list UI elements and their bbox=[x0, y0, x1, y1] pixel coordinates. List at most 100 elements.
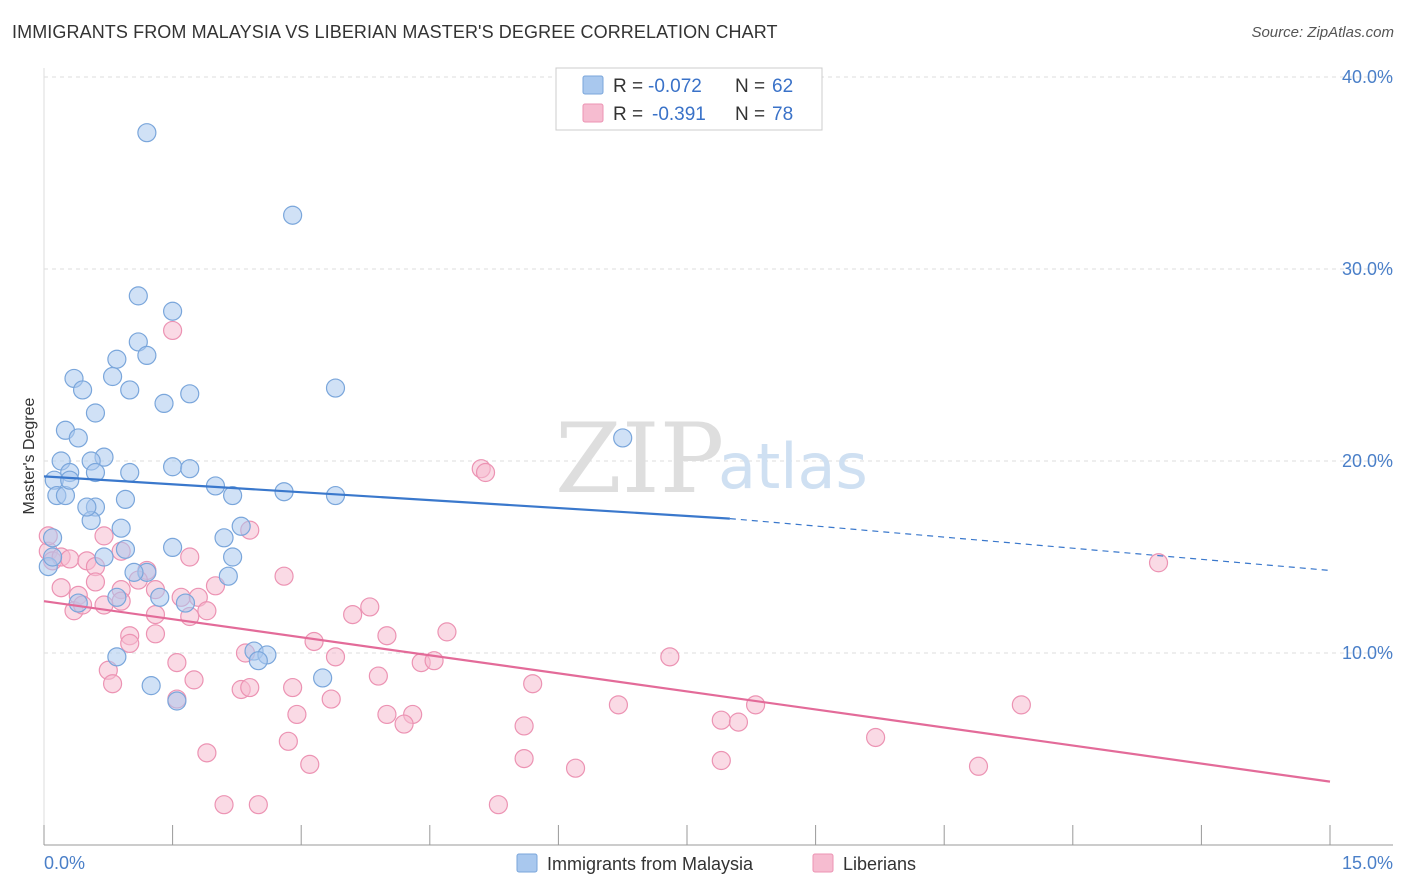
scatter-point bbox=[154, 393, 174, 413]
legend-r-label-liberians: R = bbox=[613, 104, 643, 125]
scatter-point bbox=[437, 622, 457, 642]
scatter-point bbox=[120, 462, 140, 483]
scatter-point bbox=[304, 631, 324, 652]
scatter-point bbox=[102, 366, 123, 387]
y-tick-label: 30.0% bbox=[1342, 259, 1393, 279]
y-tick-label: 10.0% bbox=[1342, 643, 1393, 663]
scatter-point bbox=[175, 593, 196, 613]
scatter-point bbox=[248, 795, 268, 815]
scatter-point bbox=[205, 576, 226, 596]
scatter-point bbox=[68, 428, 88, 448]
scatter-point bbox=[866, 727, 886, 748]
scatter-point bbox=[565, 758, 586, 778]
y-tick-labels: 10.0% 20.0% 30.0% 40.0% bbox=[1342, 67, 1393, 663]
scatter-point bbox=[42, 528, 63, 548]
scatter-point bbox=[313, 668, 333, 688]
x-tick-labels: 0.0% 15.0% bbox=[44, 853, 1393, 873]
bottom-legend: Immigrants from Malaysia Liberians bbox=[516, 853, 916, 874]
scatter-point bbox=[214, 528, 234, 548]
scatter-point bbox=[240, 677, 260, 698]
scatter-point bbox=[278, 731, 298, 751]
scatter-point bbox=[394, 714, 414, 734]
scatter-point bbox=[321, 689, 341, 709]
series-liberians-points bbox=[38, 320, 1169, 815]
scatter-point bbox=[124, 562, 144, 582]
scatter-point bbox=[368, 666, 388, 686]
legend-swatch-malaysia bbox=[582, 75, 604, 95]
trendline-liberians bbox=[43, 600, 1331, 783]
scatter-point bbox=[197, 601, 217, 621]
scatter-point bbox=[475, 462, 496, 483]
scatter-point bbox=[150, 587, 170, 607]
scatter-point bbox=[51, 578, 71, 598]
scatter-point bbox=[163, 457, 183, 477]
scatter-point bbox=[1148, 553, 1169, 573]
series-malaysia-points bbox=[38, 123, 633, 711]
scatter-point bbox=[184, 670, 204, 690]
watermark-atlas: atlas bbox=[718, 430, 868, 503]
scatter-point bbox=[343, 604, 363, 625]
legend-box: R = -0.072 N = 62 R = -0.391 N = 78 bbox=[555, 67, 823, 131]
scatter-point bbox=[72, 380, 93, 400]
y-axis-label: Master's Degree bbox=[21, 397, 38, 514]
scatter-point bbox=[488, 795, 508, 815]
x-ticks bbox=[43, 825, 1331, 845]
scatter-point bbox=[115, 489, 136, 509]
scatter-point bbox=[613, 428, 633, 448]
scatter-point bbox=[214, 795, 234, 815]
trendlines bbox=[43, 475, 1331, 783]
scatter-point bbox=[283, 677, 303, 698]
scatter-point bbox=[223, 485, 243, 506]
scatter-point bbox=[197, 743, 217, 763]
scatter-point bbox=[111, 518, 131, 538]
scatter-point bbox=[94, 526, 114, 546]
scatter-point bbox=[711, 710, 731, 730]
scatter-point bbox=[180, 459, 200, 479]
scatter-point bbox=[167, 652, 187, 673]
scatter-point bbox=[660, 647, 680, 667]
bottom-legend-swatch-malaysia bbox=[516, 853, 538, 873]
legend-n-label-liberians: N = bbox=[735, 104, 765, 125]
scatter-point bbox=[115, 539, 136, 559]
scatter-point bbox=[145, 624, 166, 644]
scatter-point bbox=[223, 547, 243, 567]
watermark: ZIP atlas bbox=[555, 403, 868, 515]
scatter-point bbox=[145, 604, 166, 625]
legend-r-value-malaysia: -0.072 bbox=[648, 76, 702, 97]
scatter-point bbox=[968, 756, 989, 776]
scatter-point bbox=[163, 301, 183, 321]
scatter-point bbox=[42, 547, 63, 567]
scatter-point bbox=[128, 286, 148, 306]
scatter-point bbox=[107, 349, 127, 369]
scatter-point bbox=[120, 633, 140, 654]
scatter-point bbox=[68, 593, 88, 613]
scatter-point bbox=[77, 497, 97, 517]
trendline-malaysia bbox=[43, 475, 730, 520]
scatter-point bbox=[287, 704, 307, 725]
scatter-point bbox=[514, 716, 534, 736]
scatter-point bbox=[85, 462, 106, 483]
legend-r-value-liberians: -0.391 bbox=[652, 104, 706, 125]
bottom-legend-swatch-liberians bbox=[812, 853, 834, 873]
scatter-point bbox=[180, 547, 200, 567]
y-tick-label: 40.0% bbox=[1342, 67, 1393, 87]
gridlines bbox=[44, 76, 1393, 654]
scatter-point bbox=[120, 380, 140, 400]
scatter-point bbox=[377, 704, 397, 725]
scatter-point bbox=[218, 566, 238, 586]
scatter-point bbox=[728, 712, 749, 732]
y-tick-label: 20.0% bbox=[1342, 451, 1393, 471]
scatter-point bbox=[60, 549, 80, 569]
scatter-point bbox=[102, 674, 123, 694]
legend-r-label-malaysia: R = bbox=[613, 76, 643, 97]
scatter-point bbox=[137, 345, 157, 365]
scatter-point bbox=[325, 647, 346, 667]
scatter-point bbox=[274, 566, 294, 586]
scatter-point bbox=[163, 320, 183, 341]
bottom-legend-label-liberians: Liberians bbox=[843, 854, 916, 874]
scatter-point bbox=[137, 123, 157, 143]
scatter-point bbox=[107, 647, 127, 667]
scatter-point bbox=[85, 572, 106, 592]
legend-n-label-malaysia: N = bbox=[735, 76, 765, 97]
scatter-point bbox=[231, 516, 251, 536]
